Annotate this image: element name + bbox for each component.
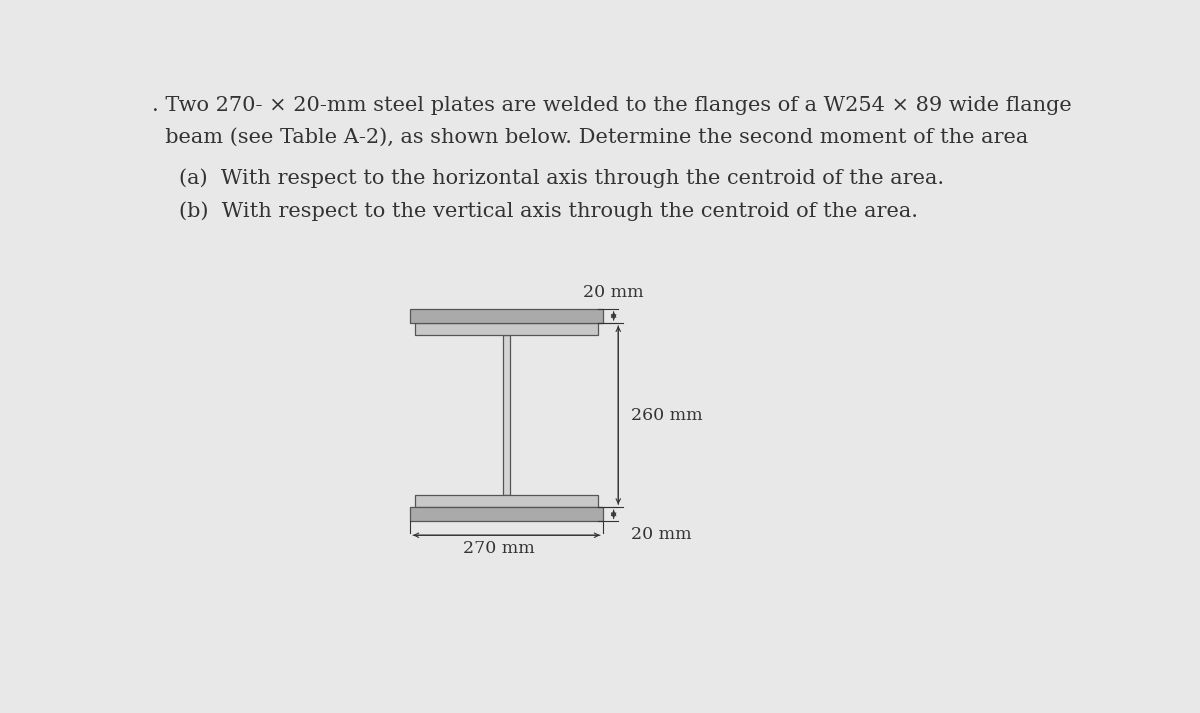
Text: beam (see Table A-2), as shown below. Determine the second moment of the area: beam (see Table A-2), as shown below. De…	[151, 128, 1027, 147]
Text: (a)  With respect to the horizontal axis through the centroid of the area.: (a) With respect to the horizontal axis …	[180, 169, 944, 188]
Bar	[410, 309, 602, 323]
Text: 20 mm: 20 mm	[631, 526, 691, 543]
Text: 20 mm: 20 mm	[583, 284, 644, 301]
Bar	[415, 323, 598, 335]
Text: 270 mm: 270 mm	[463, 540, 535, 557]
Text: (b)  With respect to the vertical axis through the centroid of the area.: (b) With respect to the vertical axis th…	[180, 201, 918, 221]
Bar	[410, 507, 602, 521]
Text: . Two 270- × 20-mm steel plates are welded to the flanges of a W254 × 89 wide fl: . Two 270- × 20-mm steel plates are weld…	[151, 96, 1072, 115]
Text: 260 mm: 260 mm	[631, 406, 702, 424]
Bar	[503, 335, 510, 495]
Bar	[415, 495, 598, 507]
